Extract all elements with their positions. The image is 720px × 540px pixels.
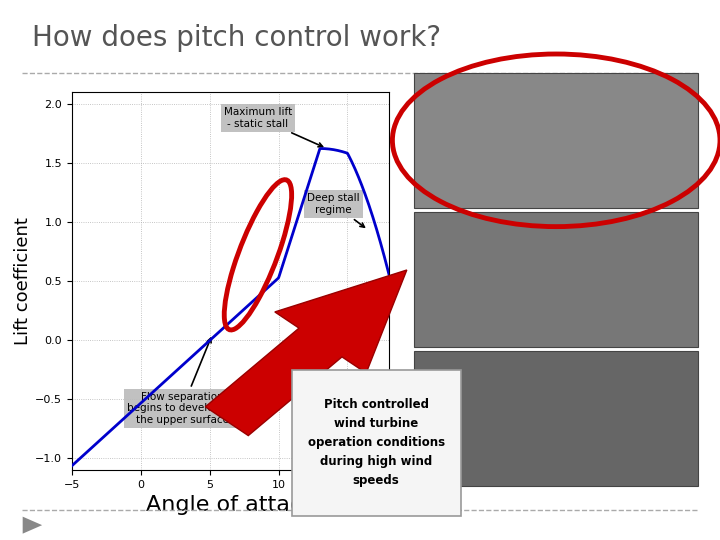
Y-axis label: Lift coefficient: Lift coefficient [14, 217, 32, 345]
Text: Maximum lift
- static stall: Maximum lift - static stall [224, 107, 323, 147]
Polygon shape [22, 517, 42, 534]
X-axis label: Angle of attack: Angle of attack [146, 495, 315, 515]
Text: How does pitch control work?: How does pitch control work? [32, 24, 441, 52]
Text: Flow separation
begins to develop on
the upper surface: Flow separation begins to develop on the… [127, 338, 237, 425]
Text: Pitch controlled
wind turbine
operation conditions
during high wind
speeds: Pitch controlled wind turbine operation … [307, 399, 445, 487]
Text: Deep stall
regime: Deep stall regime [307, 193, 364, 227]
